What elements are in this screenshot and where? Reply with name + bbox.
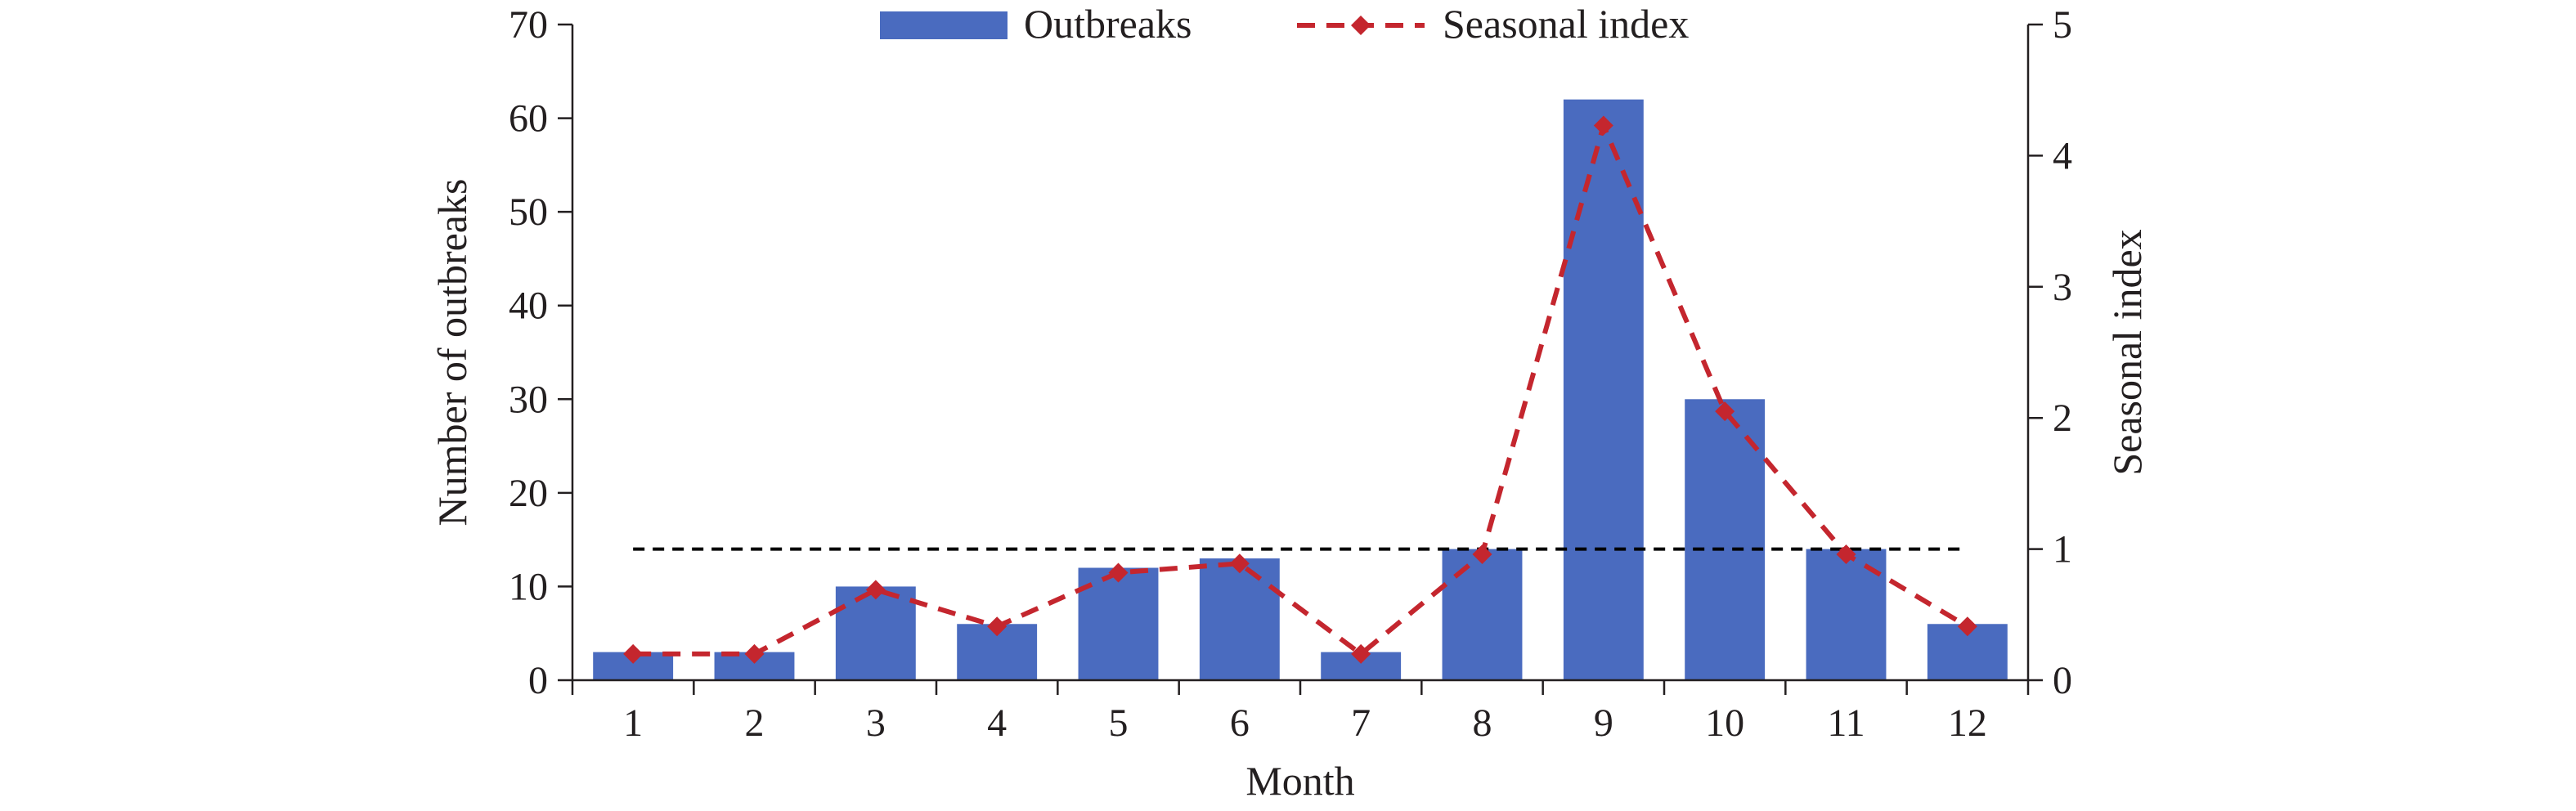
x-tick-label: 4 (987, 701, 1007, 745)
bar-outbreaks (1199, 558, 1280, 680)
y-tick-label: 40 (509, 285, 548, 328)
y-tick-label: 20 (509, 472, 548, 515)
x-tick-label: 7 (1351, 701, 1371, 745)
seasonal-index-point (1836, 544, 1856, 565)
y-tick-label: 0 (528, 659, 548, 702)
x-tick-label: 1 (623, 701, 643, 745)
y-tick-label: 50 (509, 190, 548, 234)
y2-tick-label: 1 (2053, 528, 2072, 571)
y2-axis-title: Seasonal index (2104, 229, 2150, 475)
seasonal-index-point (1351, 643, 1371, 664)
seasonal-index-point (623, 643, 644, 664)
legend-swatch-outbreaks (880, 11, 1008, 39)
y2-tick-label: 3 (2053, 266, 2072, 309)
seasonal-index-layer (623, 115, 1977, 664)
seasonal-index-point (1472, 544, 1492, 565)
legend: Outbreaks Seasonal index (880, 1, 1689, 47)
bar-outbreaks (1442, 549, 1523, 680)
bar-outbreaks (835, 586, 916, 680)
seasonal-index-point (1715, 401, 1735, 422)
x-tick-label: 12 (1948, 701, 1987, 745)
bars-layer (593, 99, 2008, 680)
x-tick-label: 8 (1473, 701, 1492, 745)
seasonal-index-point (744, 643, 765, 664)
y-tick-label: 60 (509, 97, 548, 141)
x-axis-title: Month (1245, 758, 1354, 804)
seasonal-index-point (1229, 553, 1250, 574)
x-tick-label: 3 (866, 701, 886, 745)
seasonal-index-point (1593, 115, 1613, 136)
y-tick-label: 30 (509, 378, 548, 421)
x-tick-label: 11 (1827, 701, 1865, 745)
y2-tick-label: 5 (2053, 3, 2072, 47)
seasonal-index-point (1108, 562, 1129, 583)
bar-outbreaks (1563, 99, 1644, 680)
x-tick-label: 2 (745, 701, 765, 745)
y2-tick-label: 0 (2053, 659, 2072, 702)
seasonal-index-line (633, 118, 1969, 657)
x-tick-label: 5 (1109, 701, 1129, 745)
y-axis-title: Number of outbreaks (429, 179, 475, 526)
legend-label-outbreaks: Outbreaks (1024, 1, 1192, 47)
y-tick-label: 10 (509, 565, 548, 608)
x-tick-label: 10 (1705, 701, 1744, 745)
y2-tick-label: 2 (2053, 397, 2072, 440)
y2-tick-label: 4 (2053, 134, 2072, 177)
x-tick-label: 6 (1230, 701, 1250, 745)
seasonal-index-point (1957, 616, 1977, 637)
legend-label-seasonal-index: Seasonal index (1443, 1, 1689, 47)
seasonal-index-point (987, 616, 1008, 637)
seasonal-index-point (865, 580, 886, 600)
x-tick-label: 9 (1594, 701, 1613, 745)
y-tick-label: 70 (509, 3, 548, 47)
legend-marker-seasonal-index (1351, 16, 1371, 35)
